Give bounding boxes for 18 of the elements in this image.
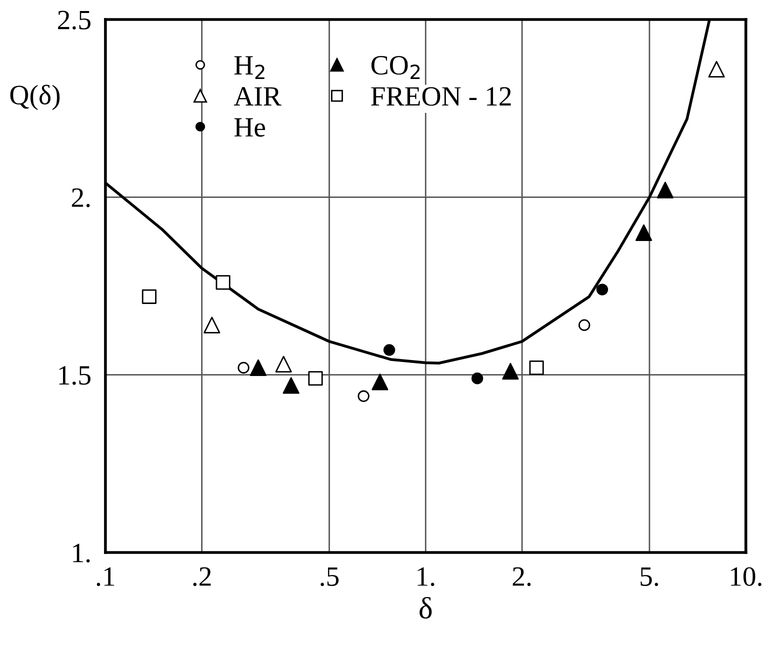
x-tick-label: 10.	[730, 567, 762, 586]
y-tick-label: 1.5	[59, 366, 90, 385]
legend-label: He	[234, 118, 266, 137]
y-tick-label: 1.	[73, 544, 90, 563]
x-tick-label: 1.	[418, 567, 434, 586]
y-axis-title: Q(δ)	[10, 84, 60, 110]
y-tick-label: 2.	[72, 188, 90, 208]
y-tick-label: 2.5	[58, 10, 90, 30]
legend-label: AIR	[234, 87, 282, 106]
x-tick-label: .1	[96, 567, 114, 586]
x-tick-label: .2	[193, 567, 211, 586]
legend-label: FREON - 12	[371, 87, 511, 106]
legend-label: CO$_{2}$	[371, 56, 420, 79]
legend-label: H$_{2}$	[234, 56, 264, 80]
x-tick-label: 5.	[640, 567, 658, 586]
x-axis-title: δ	[420, 596, 432, 619]
x-tick-label: 2.	[512, 567, 531, 586]
x-tick-label: .5	[320, 567, 339, 586]
